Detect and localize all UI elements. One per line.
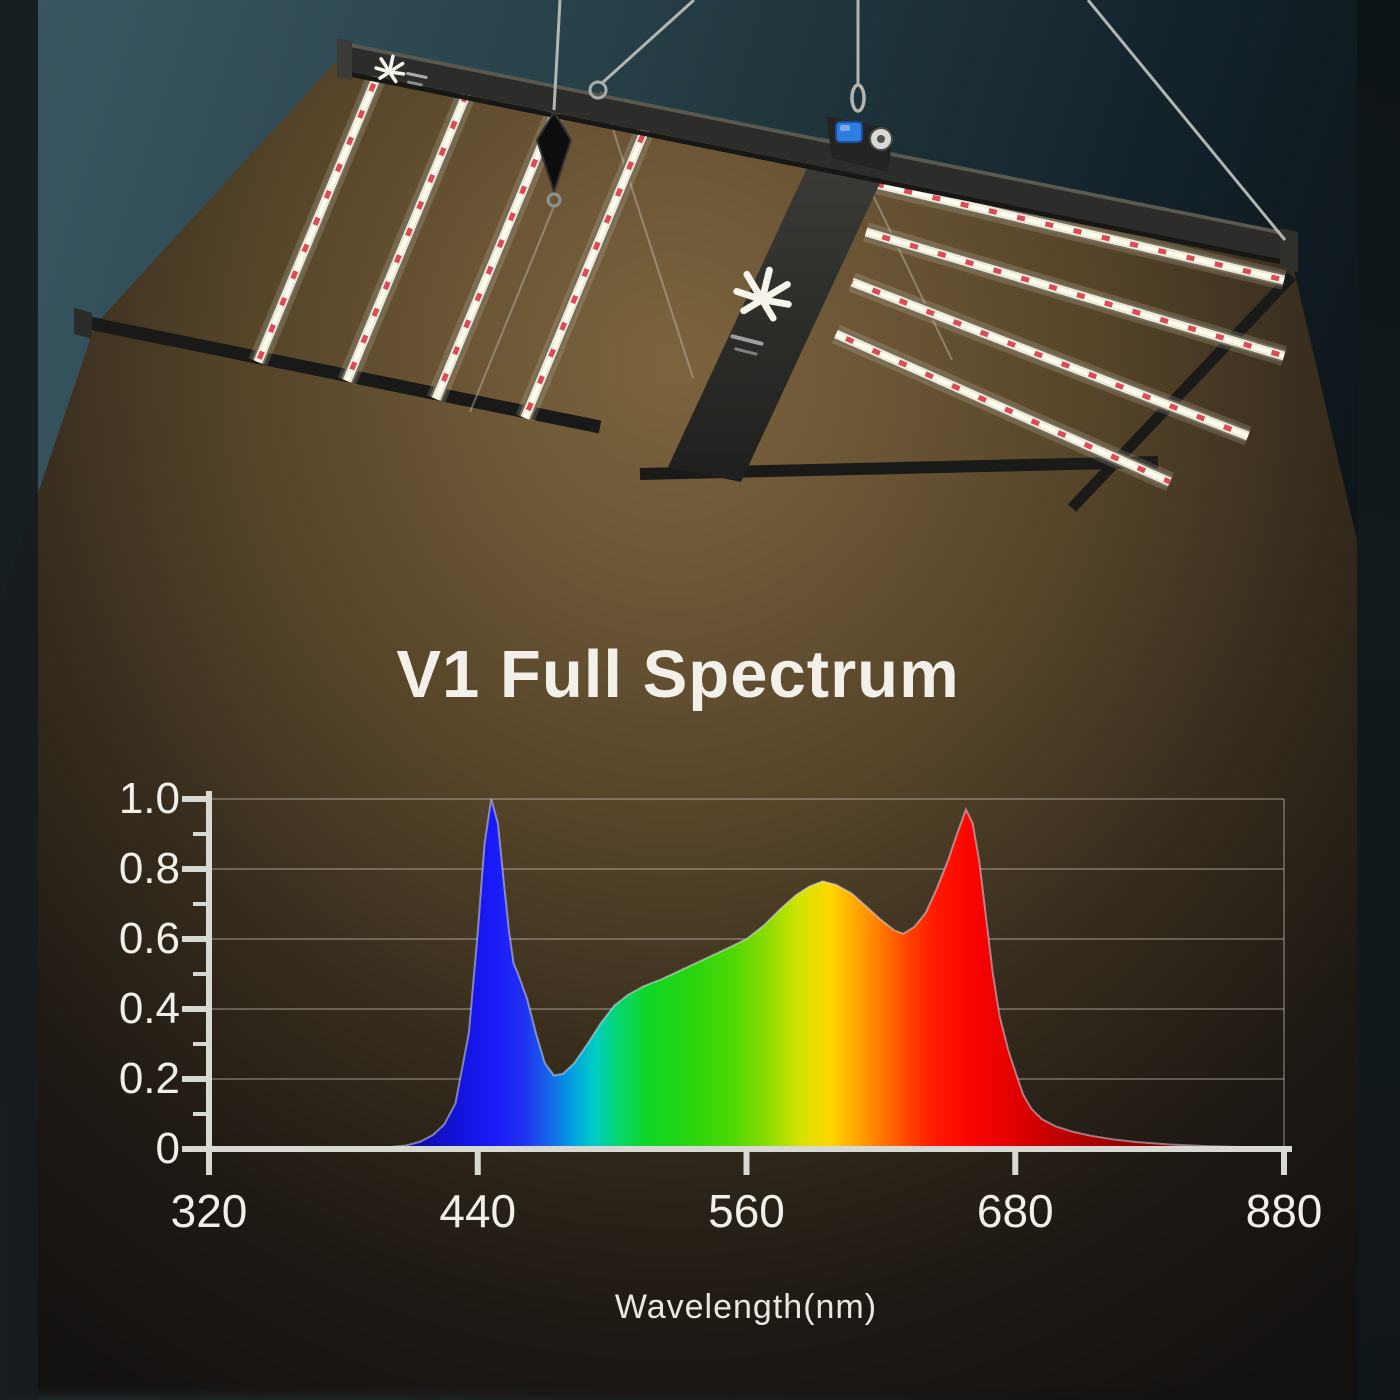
- x-tick-label: 880: [1245, 1185, 1323, 1237]
- carabiner-icon: [850, 83, 866, 113]
- x-tick-label: 560: [708, 1185, 785, 1237]
- led-bar-icon: [515, 109, 662, 422]
- blue-indicator-icon: [835, 121, 863, 143]
- page-title: V1 Full Spectrum: [396, 637, 960, 712]
- y-tick-label: 0.6: [118, 914, 180, 963]
- led-bar-icon: [848, 272, 1252, 446]
- led-bar-icon: [831, 324, 1175, 492]
- y-tick-label: 0: [155, 1124, 180, 1173]
- left-edge-shade: [0, 0, 38, 1400]
- led-bar-icon: [248, 53, 395, 366]
- led-bar-icon: [337, 72, 484, 385]
- y-tick-label: 0.8: [118, 844, 180, 893]
- hook-icon: [588, 80, 608, 100]
- hanging-cable-icon: [552, 0, 562, 111]
- hanging-cable-icon: [599, 0, 696, 86]
- x-tick-label: 320: [170, 1185, 248, 1237]
- y-tick-label: 1.0: [118, 774, 180, 823]
- y-tick-label: 0.2: [118, 1054, 180, 1103]
- led-bar-icon: [863, 222, 1287, 366]
- right-edge-shade: [1357, 0, 1400, 1400]
- top-rail: [337, 38, 1298, 272]
- x-axis-title: Wavelength(nm): [614, 1288, 878, 1326]
- grow-light-fixture-image: [74, 0, 1298, 512]
- hanging-cables: [552, 0, 1287, 241]
- hook-icon: [546, 192, 562, 208]
- led-bar-icon: [873, 174, 1287, 290]
- y-tick-label: 0.4: [118, 984, 180, 1033]
- ratchet-hanger-icon: [535, 110, 573, 196]
- hanging-cable-icon: [1086, 0, 1287, 241]
- x-tick-label: 440: [439, 1185, 517, 1237]
- mount-bracket: [826, 116, 894, 172]
- x-tick-label: 680: [976, 1185, 1054, 1237]
